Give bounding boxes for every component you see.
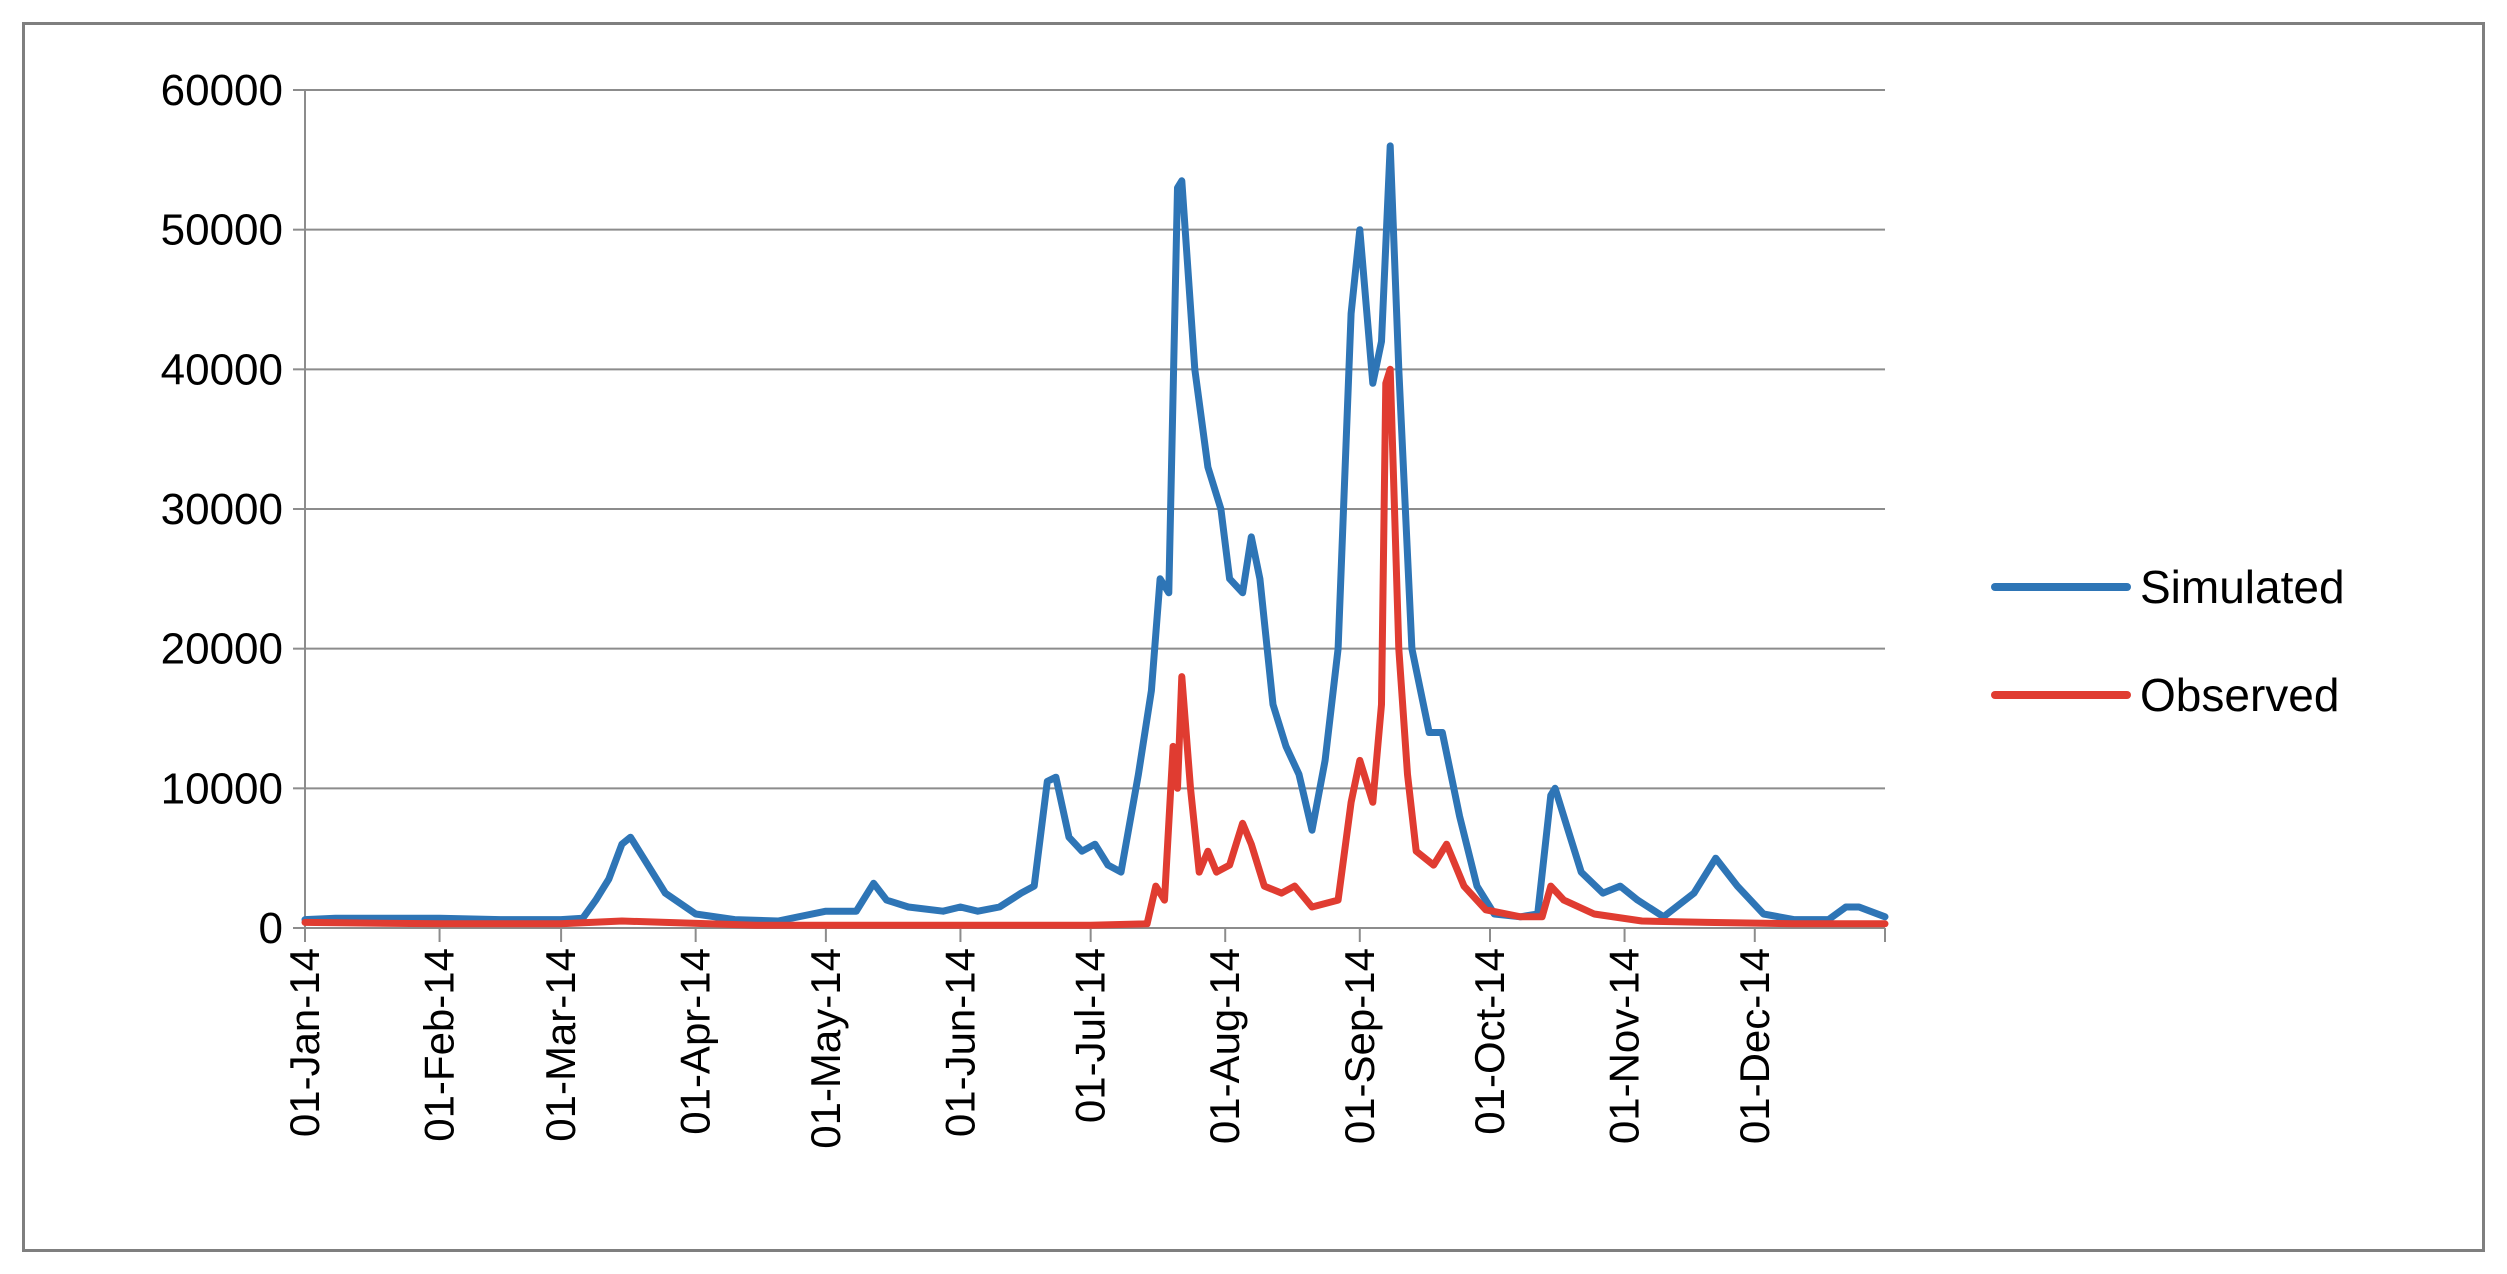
y-tick-label: 10000 [161,764,283,813]
y-tick-label: 20000 [161,625,283,674]
line-chart: 0 10000 20000 30000 40000 50000 60000 01-Jan-1… [161,66,2345,1149]
x-tick-label: 01-Aug-14 [1201,948,1248,1144]
series-lines [301,142,1889,929]
series-line-observed [301,365,1889,929]
legend: Simulated Observed [1991,561,2345,721]
legend-label-observed: Observed [2140,669,2339,721]
y-tick-label: 0 [259,904,283,953]
x-tick-label: 01-Jun-14 [936,948,983,1137]
x-tick-label: 01-Nov-14 [1601,948,1648,1144]
x-tick-label: 01-Jul-14 [1067,948,1114,1123]
x-tick-label: 01-Feb-14 [416,948,463,1142]
gridlines [305,89,1885,790]
chart-frame: 0 10000 20000 30000 40000 50000 60000 01-Jan-1… [22,22,2485,1252]
y-axis-ticks: 0 10000 20000 30000 40000 50000 60000 [161,66,305,953]
y-tick-label: 30000 [161,485,283,534]
y-tick-label: 60000 [161,66,283,115]
x-tick-label: 01-May-14 [802,948,849,1149]
y-tick-label: 40000 [161,345,283,394]
x-tick-label: 01-Jan-14 [281,948,328,1137]
x-tick-label: 01-Sep-14 [1336,948,1383,1144]
x-tick-label: 01-Mar-14 [537,948,584,1142]
x-tick-label: 01-Dec-14 [1731,948,1778,1144]
x-tick-label: 01-Apr-14 [672,948,719,1135]
series-line-simulated [301,142,1889,925]
y-tick-label: 50000 [161,206,283,255]
legend-label-simulated: Simulated [2140,561,2345,613]
x-tick-label: 01-Oct-14 [1466,948,1513,1135]
x-axis-ticks: 01-Jan-14 01-Feb-14 01-Mar-14 01-Apr-14 01-M… [281,928,1886,1149]
